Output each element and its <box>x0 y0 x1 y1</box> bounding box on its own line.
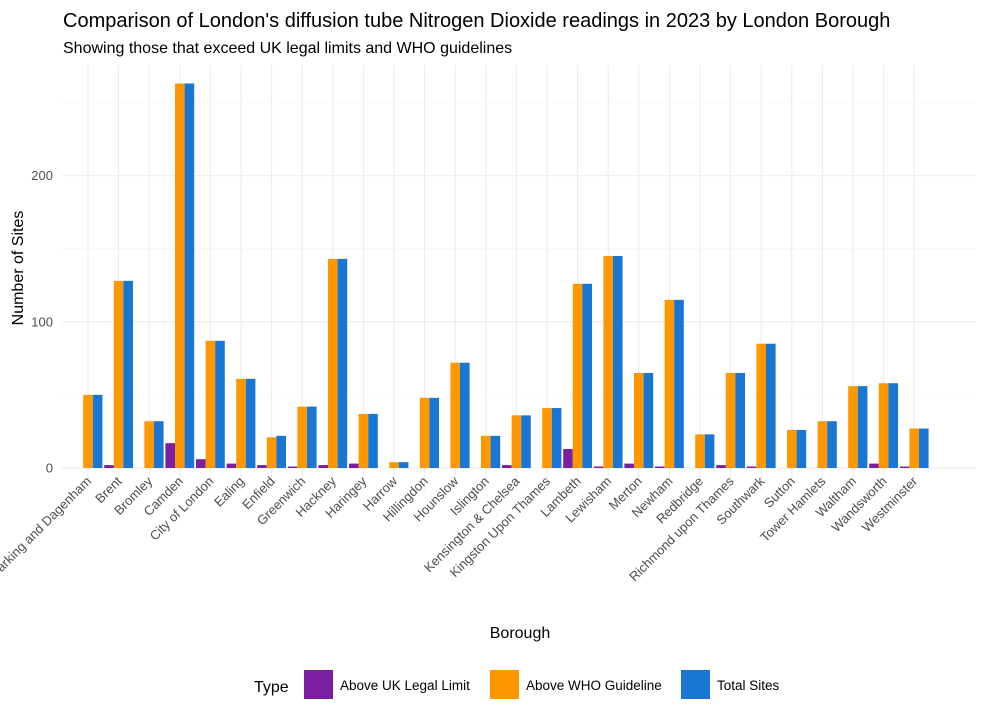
legend-swatch <box>304 670 333 699</box>
bar-total-sites <box>551 408 562 468</box>
chart-subtitle: Showing those that exceed UK legal limit… <box>63 40 512 57</box>
legend-label: Above UK Legal Limit <box>340 678 470 693</box>
legend: Type Above UK Legal Limit Above WHO Guide… <box>254 670 780 699</box>
chart-title: Comparison of London's diffusion tube Ni… <box>63 10 890 32</box>
bar-total-sites <box>674 299 684 468</box>
bar-total-sites <box>827 421 837 468</box>
bar-total-sites <box>368 413 378 468</box>
bar-total-sites <box>429 397 439 468</box>
bar-above-who-guideline <box>878 383 889 468</box>
bar-total-sites <box>460 362 470 468</box>
bar-above-who-guideline <box>175 83 185 469</box>
legend-swatch <box>681 670 710 699</box>
bar-total-sites <box>92 394 103 468</box>
bar-above-who-guideline <box>266 437 277 468</box>
bar-above-who-guideline <box>450 362 460 468</box>
bar-above-uk-legal-limit <box>104 465 114 468</box>
bars <box>83 83 929 469</box>
bar-above-uk-legal-limit <box>899 466 910 468</box>
bar-total-sites <box>521 415 531 468</box>
bar-above-who-guideline <box>419 397 430 468</box>
x-tick-label: Barking and Dagenham <box>0 474 94 581</box>
bar-above-who-guideline <box>817 421 828 468</box>
bar-above-uk-legal-limit <box>624 463 634 468</box>
bar-above-uk-legal-limit <box>869 463 879 468</box>
bar-above-uk-legal-limit <box>563 448 573 468</box>
bar-total-sites <box>337 258 348 468</box>
legend-swatch <box>490 670 519 699</box>
bar-above-who-guideline <box>389 462 399 468</box>
bar-total-sites <box>276 435 286 468</box>
legend-label: Total Sites <box>717 678 780 693</box>
bar-above-who-guideline <box>695 434 705 468</box>
bar-above-uk-legal-limit <box>226 463 237 468</box>
bar-total-sites <box>643 372 654 468</box>
bar-above-uk-legal-limit <box>287 466 298 468</box>
bar-above-who-guideline <box>542 408 552 468</box>
bar-total-sites <box>582 283 592 468</box>
bar-above-who-guideline <box>358 413 369 468</box>
bar-above-who-guideline <box>236 378 246 468</box>
bar-total-sites <box>704 434 715 468</box>
bar-above-uk-legal-limit <box>349 463 359 468</box>
bar-above-who-guideline <box>205 340 216 468</box>
x-axis-ticks: Barking and DagenhamBrentBromleyCamdenCi… <box>0 473 921 584</box>
legend-label: Above WHO Guideline <box>526 678 662 693</box>
bar-above-uk-legal-limit <box>502 465 512 468</box>
bar-total-sites <box>215 340 225 468</box>
bar-above-who-guideline <box>756 343 766 468</box>
y-axis-ticks: 0 100 200 <box>31 168 53 475</box>
bar-above-uk-legal-limit <box>716 465 726 468</box>
bar-above-uk-legal-limit <box>655 466 665 468</box>
bar-total-sites <box>184 83 195 469</box>
bar-above-uk-legal-limit <box>196 459 206 468</box>
y-tick-label: 100 <box>31 314 53 329</box>
bar-above-who-guideline <box>511 415 522 468</box>
bar-above-who-guideline <box>634 372 644 468</box>
bar-above-who-guideline <box>787 429 797 468</box>
bar-above-who-guideline <box>297 406 307 468</box>
bar-total-sites <box>123 280 133 468</box>
bar-above-who-guideline <box>144 421 154 468</box>
bar-total-sites <box>154 421 164 468</box>
bar-total-sites <box>613 256 623 468</box>
y-axis-title: Number of Sites <box>10 211 27 326</box>
x-axis-title: Borough <box>490 625 551 642</box>
bar-above-uk-legal-limit <box>165 443 175 468</box>
bar-above-uk-legal-limit <box>746 466 757 468</box>
bar-above-who-guideline <box>603 256 613 468</box>
bar-above-who-guideline <box>113 280 124 468</box>
y-tick-label: 200 <box>31 168 53 183</box>
bar-above-uk-legal-limit <box>257 465 267 468</box>
bar-above-who-guideline <box>664 299 675 468</box>
bar-above-who-guideline <box>725 372 736 468</box>
bar-total-sites <box>490 435 501 468</box>
bar-total-sites <box>735 372 745 468</box>
y-tick-label: 0 <box>46 461 53 476</box>
bar-above-uk-legal-limit <box>593 466 604 468</box>
bar-total-sites <box>307 406 317 468</box>
bar-total-sites <box>888 383 898 468</box>
bar-total-sites <box>766 343 776 468</box>
bar-above-who-guideline <box>848 386 858 468</box>
bar-above-who-guideline <box>909 428 919 468</box>
bar-total-sites <box>857 386 868 468</box>
legend-title: Type <box>254 679 289 696</box>
bar-total-sites <box>919 428 929 468</box>
bar-total-sites <box>245 378 256 468</box>
bar-above-who-guideline <box>481 435 491 468</box>
bar-above-uk-legal-limit <box>318 465 328 468</box>
bar-above-who-guideline <box>572 283 583 468</box>
bar-total-sites <box>796 429 807 468</box>
bar-total-sites <box>398 462 409 468</box>
bar-above-who-guideline <box>83 394 93 468</box>
bar-above-who-guideline <box>328 258 338 468</box>
